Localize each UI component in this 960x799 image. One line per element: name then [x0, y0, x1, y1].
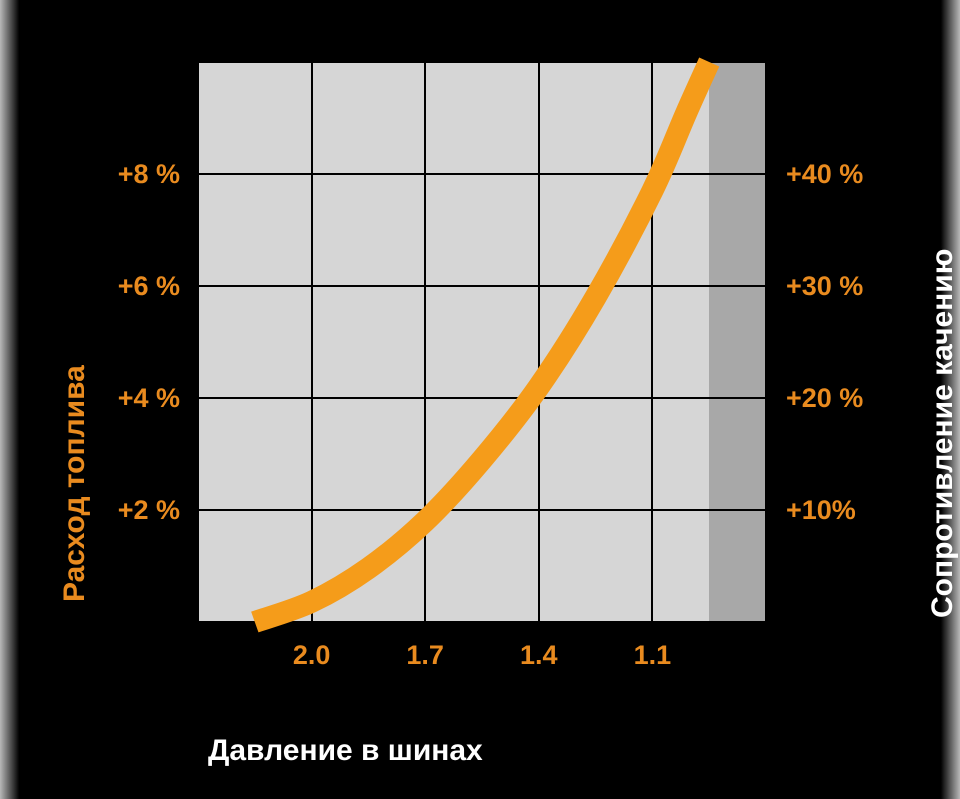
right-tick: +30 %	[786, 271, 863, 302]
left-tick: +4 %	[118, 383, 180, 414]
left-axis-title: Расход топлива	[58, 365, 92, 602]
x-axis-label-line1: Давление в шинах	[208, 734, 483, 767]
curve	[198, 62, 766, 622]
x-tick: 1.7	[406, 640, 444, 671]
right-tick: +40 %	[786, 159, 863, 190]
left-tick: +6 %	[118, 271, 180, 302]
left-tick: +2 %	[118, 495, 180, 526]
right-axis-title: Сопротивление качению	[926, 249, 960, 618]
plot-area	[198, 62, 766, 622]
x-tick: 1.1	[634, 640, 672, 671]
left-tick: +8 %	[118, 159, 180, 190]
x-tick: 1.4	[520, 640, 558, 671]
chart-container: { "chart": { "type": "line", "background…	[0, 0, 960, 799]
x-axis-label: Давление в шинах (необходимая величина -…	[208, 690, 699, 799]
x-tick: 2.0	[293, 640, 331, 671]
right-tick: +10%	[786, 495, 856, 526]
right-tick: +20 %	[786, 383, 863, 414]
